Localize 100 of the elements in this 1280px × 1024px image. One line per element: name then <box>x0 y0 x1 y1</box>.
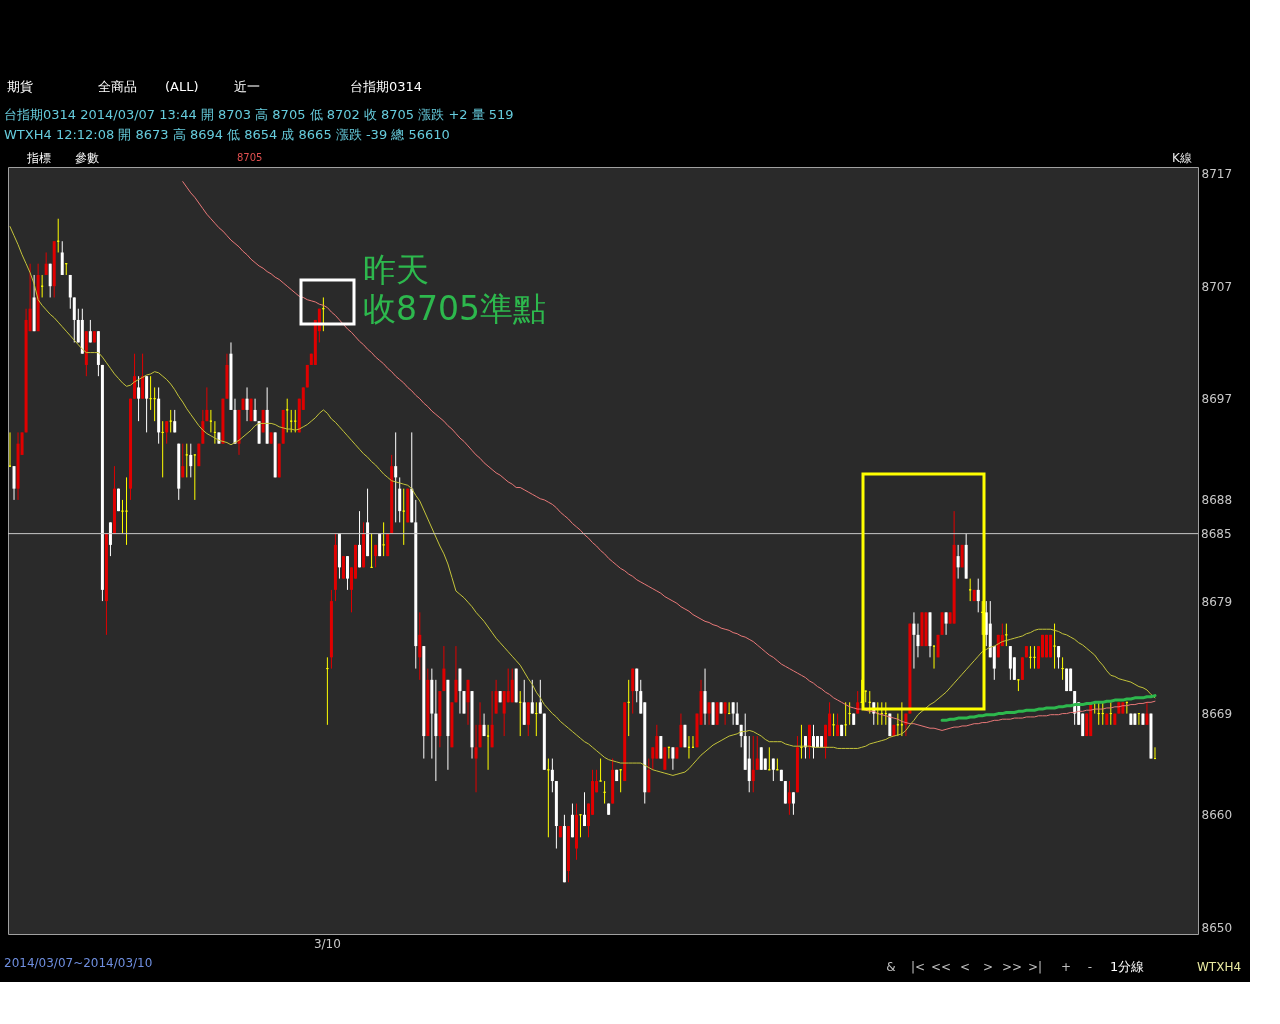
candlestick <box>647 758 651 793</box>
candlestick <box>474 724 478 793</box>
candlestick <box>671 746 675 771</box>
text: + <box>1060 960 1072 974</box>
candlestick <box>486 724 490 771</box>
candlestick <box>530 679 534 715</box>
candlestick <box>731 701 735 726</box>
chart-title: 台指期0314 2014/03/07 13:44 開 8703 高 8705 低 8702 收 8705 漲跌 +2 量 519 <box>4 107 514 122</box>
candlestick <box>108 521 112 557</box>
ref-line-label: 8685 <box>1201 526 1232 541</box>
candlestick <box>791 791 795 816</box>
candlestick <box>759 746 763 771</box>
candlestick <box>285 398 289 433</box>
candlestick <box>659 735 663 760</box>
text: 期貨 <box>7 79 33 94</box>
text: 全商品 <box>98 79 137 94</box>
text: (ALL) <box>165 79 199 94</box>
candlestick <box>707 701 711 726</box>
candlestick <box>711 701 715 726</box>
candlestick <box>522 679 526 726</box>
candlestick <box>807 724 811 760</box>
y-tick-label: 8679 <box>1201 594 1233 609</box>
candlestick <box>599 758 603 782</box>
candlestick <box>538 679 542 715</box>
candlestick <box>783 780 787 805</box>
candlestick <box>751 735 755 793</box>
candlestick <box>466 679 470 726</box>
candlestick <box>68 274 72 310</box>
candlestick <box>755 735 759 771</box>
candlestick <box>193 454 197 501</box>
candlestick <box>341 555 345 580</box>
candlestick <box>703 668 707 726</box>
candlestick <box>1053 623 1057 670</box>
text: - <box>1087 960 1093 974</box>
candlestick <box>932 645 936 670</box>
candlestick <box>976 578 980 613</box>
candlestick <box>402 488 406 546</box>
candlestick <box>956 544 960 580</box>
candlestick <box>48 263 52 298</box>
candlestick <box>121 499 124 535</box>
candlestick <box>1020 656 1024 681</box>
candlestick <box>165 420 169 445</box>
candlestick <box>181 443 185 478</box>
text: & <box>886 960 896 974</box>
annotation: 收8705準點 <box>363 289 546 328</box>
text: 1分線 <box>1110 959 1145 974</box>
x-tick-label: 3/10 <box>313 936 341 951</box>
candlestick <box>478 701 482 748</box>
text: WTXH4 <box>1197 960 1242 974</box>
candlestick <box>145 375 149 433</box>
y-tick-label: 8688 <box>1201 493 1233 508</box>
text: << <box>930 960 952 974</box>
text: >> <box>1001 960 1023 974</box>
text: 8705 <box>237 152 263 163</box>
y-tick-label: 8717 <box>1201 167 1233 182</box>
y-tick-label: 8660 <box>1201 808 1233 823</box>
candlestick <box>382 521 386 557</box>
candlestick <box>137 375 141 422</box>
candlestick <box>201 409 205 445</box>
candlestick <box>526 701 530 737</box>
candlestick <box>462 690 466 715</box>
candlestick <box>189 443 193 478</box>
candlestick <box>358 510 362 568</box>
candlestick <box>679 713 683 748</box>
candlestick <box>944 611 948 636</box>
text: 近一 <box>234 79 260 94</box>
candlestick <box>1057 645 1061 670</box>
candlestick <box>550 758 554 793</box>
text: 2014/03/07~2014/03/10 <box>4 956 153 970</box>
candlestick <box>583 791 587 827</box>
candlestick <box>398 476 402 523</box>
candlestick <box>715 701 719 726</box>
candlestick <box>133 353 137 400</box>
candlestick <box>968 578 972 602</box>
candlestick <box>747 735 751 793</box>
candlestick <box>205 386 209 422</box>
candlestick <box>185 443 189 478</box>
y-tick-label: 8697 <box>1201 392 1233 407</box>
text: < <box>959 960 971 974</box>
text: 參數 <box>75 151 99 165</box>
candlestick <box>1008 645 1012 681</box>
candlestick <box>345 555 349 591</box>
candlestick <box>510 668 514 703</box>
candlestick <box>570 803 574 838</box>
candlestick <box>655 724 659 760</box>
candlestick <box>125 476 129 546</box>
candlestick <box>1145 701 1149 726</box>
y-tick-label: 8707 <box>1201 279 1233 294</box>
candlestick <box>856 690 860 715</box>
candlestick <box>502 690 506 737</box>
text: >| <box>1027 960 1043 974</box>
y-tick-label: 8669 <box>1201 707 1233 722</box>
candlestick <box>454 645 458 703</box>
candlestick <box>912 611 916 670</box>
text: 台指期0314 <box>350 79 423 94</box>
chart-subtitle: WTXH4 12:12:08 開 8673 高 8694 低 8654 成 8665 漲跌 -39 總 56610 <box>4 127 450 142</box>
candlestick <box>458 668 462 715</box>
text: |< <box>910 960 926 974</box>
text: > <box>982 960 994 974</box>
candlestick <box>631 668 635 715</box>
